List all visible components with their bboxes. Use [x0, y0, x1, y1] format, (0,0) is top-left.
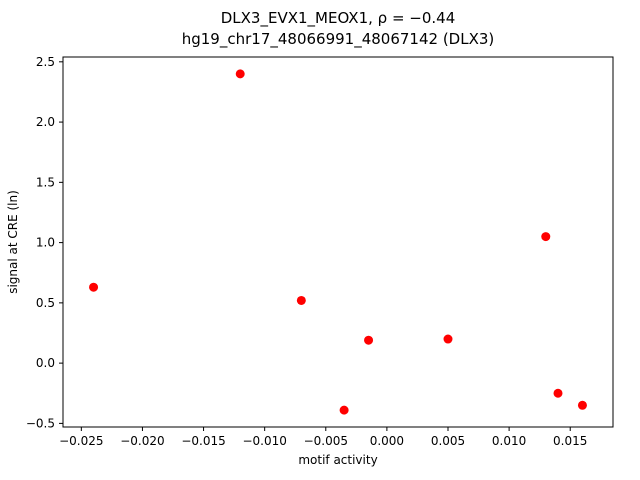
data-point — [339, 405, 349, 415]
chart-title-line1: DLX3_EVX1_MEOX1, ρ = −0.44 — [221, 9, 456, 28]
plot-area — [62, 56, 614, 428]
data-point — [364, 335, 374, 345]
data-point — [296, 295, 306, 305]
data-point — [443, 334, 453, 344]
data-point — [235, 69, 245, 79]
x-tick-label: 0.005 — [431, 434, 465, 448]
y-tick-label: 1.0 — [36, 236, 55, 250]
y-tick-label: 0.0 — [36, 356, 55, 370]
y-tick-label: 2.0 — [36, 115, 55, 129]
x-axis-ticks: −0.025 −0.020 −0.015 −0.010 −0.005 0.000 0.005… — [59, 427, 587, 448]
y-tick-label: 1.5 — [36, 175, 55, 189]
x-tick-label: −0.005 — [304, 434, 348, 448]
x-tick-label: −0.010 — [242, 434, 286, 448]
chart-title-line2: hg19_chr17_48066991_48067142 (DLX3) — [182, 30, 495, 49]
x-tick-label: −0.025 — [59, 434, 103, 448]
y-axis-label: signal at CRE (ln) — [6, 190, 20, 294]
chart-title: DLX3_EVX1_MEOX1, ρ = −0.44 hg19_chr17_48… — [182, 9, 495, 49]
data-point — [541, 232, 551, 242]
y-tick-label: 2.5 — [36, 55, 55, 69]
y-axis-ticks: −0.5 0.0 0.5 1.0 1.5 2.0 2.5 — [26, 55, 63, 430]
x-tick-label: 0.000 — [370, 434, 404, 448]
y-tick-label: 0.5 — [36, 296, 55, 310]
x-axis-label: motif activity — [298, 453, 377, 467]
y-tick-label: −0.5 — [26, 416, 55, 430]
x-tick-label: 0.015 — [553, 434, 587, 448]
data-points — [89, 69, 587, 415]
data-point — [553, 388, 563, 398]
data-point — [89, 282, 99, 292]
x-tick-label: −0.020 — [120, 434, 164, 448]
x-tick-label: 0.010 — [492, 434, 526, 448]
x-tick-label: −0.015 — [181, 434, 225, 448]
data-point — [577, 400, 587, 410]
